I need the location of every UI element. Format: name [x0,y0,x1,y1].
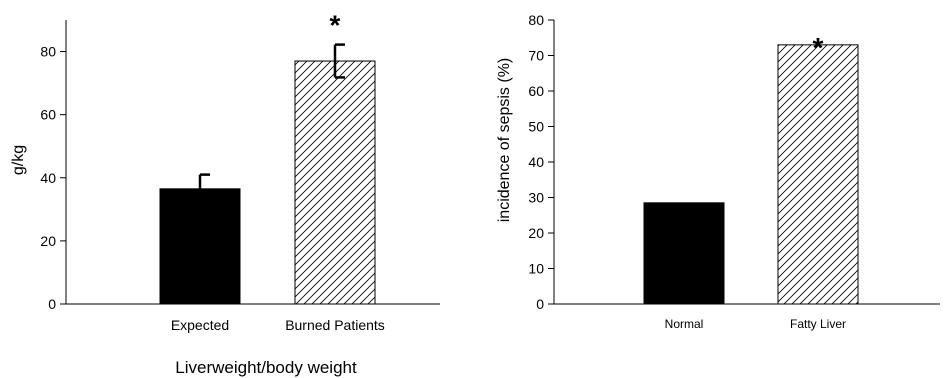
x-tick-label: Burned Patients [285,317,385,333]
bar [777,44,859,305]
sepsis-incidence-chart: incidence of sepsis (%) 0 10 20 30 40 50 60 70 8… [496,12,940,331]
y-tick-label: 40 [40,170,56,186]
x-axis-title: Liverweight/body weight [175,358,357,377]
y-tick-label: 20 [528,225,544,241]
bar [294,60,376,305]
x-tick-label: Fatty Liver [790,317,846,331]
y-axis-label: g/kg [10,145,27,175]
bar [643,202,725,305]
y-tick-label: 60 [40,107,56,123]
y-tick-label: 50 [528,119,544,135]
y-tick-label: 60 [528,83,544,99]
significance-marker: * [330,10,341,41]
y-tick-label: 0 [48,296,56,312]
y-tick-label: 70 [528,48,544,64]
bar [159,188,241,305]
y-tick-label: 20 [40,233,56,249]
liverweight-chart: g/kg Liverweight/body weight 0 20 40 60 80 Ex… [10,10,440,377]
x-tick-label: Expected [171,317,229,333]
y-tick-label: 80 [40,44,56,60]
y-tick-label: 80 [528,12,544,28]
x-tick-label: Normal [665,317,704,331]
y-tick-label: 40 [528,154,544,170]
y-tick-label: 10 [528,261,544,277]
y-axis-label: incidence of sepsis (%) [496,58,513,223]
y-tick-label: 0 [536,296,544,312]
y-tick-label: 30 [528,190,544,206]
significance-marker: * [813,32,824,63]
